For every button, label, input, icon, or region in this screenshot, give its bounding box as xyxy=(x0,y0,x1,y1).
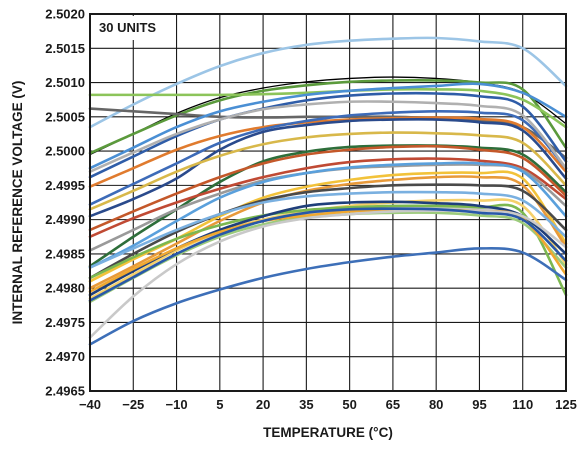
series-line-21 xyxy=(88,190,568,269)
y-axis-title: INTERNAL REFERENCE VOLTAGE (V) xyxy=(10,81,25,325)
series-layer xyxy=(88,36,568,346)
series-line-14 xyxy=(88,144,568,232)
series-line-28 xyxy=(88,209,568,339)
y-tick-label: 2.4980 xyxy=(45,281,85,296)
series-line-1 xyxy=(88,36,568,129)
tick-layer: −40 −25 −10 5 20 35 50 65 80 95 110 125 2.4965 2.4970… xyxy=(45,7,577,413)
series-line-12 xyxy=(88,131,568,211)
plot-frame xyxy=(89,13,567,392)
x-tick-label: −10 xyxy=(166,397,188,412)
y-tick-label: 2.4965 xyxy=(45,384,85,399)
series-line-20 xyxy=(88,183,568,280)
y-tick-label: 2.4990 xyxy=(45,212,85,227)
y-tick-label: 2.5015 xyxy=(45,41,85,56)
series-line-29 xyxy=(88,207,568,302)
y-tick-label: 2.5010 xyxy=(45,75,85,90)
series-line-11 xyxy=(88,100,568,173)
series-line-30 xyxy=(88,247,568,346)
x-axis-title: TEMPERATURE (°C) xyxy=(263,425,393,440)
y-tick-label: 2.4970 xyxy=(45,349,85,364)
x-tick-label: 65 xyxy=(386,397,400,412)
x-tick-label: 80 xyxy=(429,397,443,412)
y-tick-label: 2.4995 xyxy=(45,178,85,193)
x-tick-label: 20 xyxy=(256,397,270,412)
x-tick-label: 50 xyxy=(342,397,356,412)
x-tick-label: −25 xyxy=(122,397,144,412)
x-tick-label: 35 xyxy=(299,397,313,412)
annotation-background xyxy=(92,16,174,40)
series-line-19 xyxy=(88,175,568,290)
series-line-10 xyxy=(88,110,568,206)
x-tick-label: 5 xyxy=(216,397,223,412)
y-tick-label: 2.4985 xyxy=(45,246,85,261)
y-tick-label: 2.5005 xyxy=(45,109,85,124)
y-tick-label: 2.4975 xyxy=(45,315,85,330)
series-line-9 xyxy=(88,117,568,218)
annotation-30-units: 30 UNITS xyxy=(99,20,156,35)
series-line-6 xyxy=(88,82,568,170)
series-line-17 xyxy=(88,161,568,269)
series-line-15 xyxy=(88,157,568,239)
y-tick-label: 2.5000 xyxy=(45,144,85,159)
y-tick-label: 2.5020 xyxy=(45,7,85,22)
x-tick-label: 125 xyxy=(555,397,577,412)
x-tick-label: −40 xyxy=(79,397,101,412)
series-line-7 xyxy=(88,91,568,179)
series-line-8 xyxy=(88,116,568,189)
series-line-3 xyxy=(88,78,568,155)
x-tick-label: 95 xyxy=(472,397,486,412)
x-tick-label: 110 xyxy=(512,397,533,412)
